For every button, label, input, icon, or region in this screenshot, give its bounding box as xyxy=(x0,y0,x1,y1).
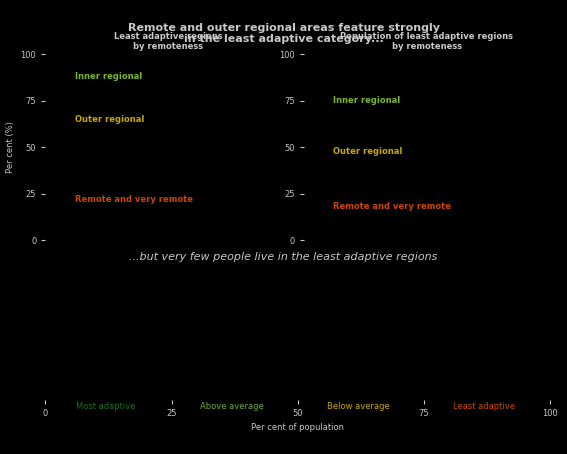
Text: Inner regional: Inner regional xyxy=(75,72,142,81)
Text: Outer regional: Outer regional xyxy=(333,147,403,156)
Text: Remote and very remote: Remote and very remote xyxy=(333,202,451,211)
Text: Above average: Above average xyxy=(200,402,264,411)
Title: Population of least adaptive regions
by remoteness: Population of least adaptive regions by … xyxy=(340,31,513,51)
Text: ...but very few people live in the least adaptive regions: ...but very few people live in the least… xyxy=(129,252,438,262)
Title: Least adaptive regions
by remoteness: Least adaptive regions by remoteness xyxy=(114,31,223,51)
X-axis label: Per cent of population: Per cent of population xyxy=(251,423,344,432)
Text: Remote and outer regional areas feature strongly
in the least adaptive category.: Remote and outer regional areas feature … xyxy=(128,23,439,44)
Text: Most adaptive: Most adaptive xyxy=(76,402,136,411)
Text: Inner regional: Inner regional xyxy=(333,96,401,105)
Text: Remote and very remote: Remote and very remote xyxy=(75,195,193,204)
Text: Below average: Below average xyxy=(327,402,390,411)
Text: Outer regional: Outer regional xyxy=(75,115,144,124)
Y-axis label: Per cent (%): Per cent (%) xyxy=(6,121,15,173)
Text: Least adaptive: Least adaptive xyxy=(454,402,515,411)
